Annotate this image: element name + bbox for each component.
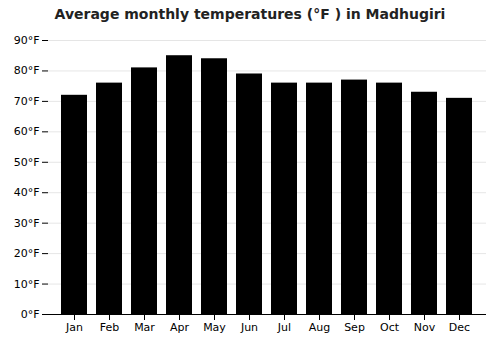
svg-text:May: May <box>203 321 226 334</box>
svg-text:Mar: Mar <box>134 321 155 334</box>
svg-text:60°F: 60°F <box>14 125 40 138</box>
svg-text:80°F: 80°F <box>14 64 40 77</box>
svg-text:Oct: Oct <box>380 321 400 334</box>
svg-text:90°F: 90°F <box>14 34 40 47</box>
svg-text:40°F: 40°F <box>14 186 40 199</box>
svg-text:Apr: Apr <box>170 321 190 334</box>
svg-text:Dec: Dec <box>449 321 470 334</box>
svg-text:20°F: 20°F <box>14 247 40 260</box>
svg-text:Nov: Nov <box>414 321 436 334</box>
svg-text:Aug: Aug <box>309 321 330 334</box>
svg-text:Sep: Sep <box>344 321 365 334</box>
svg-text:30°F: 30°F <box>14 217 40 230</box>
svg-text:50°F: 50°F <box>14 156 40 169</box>
svg-text:Jun: Jun <box>240 321 258 334</box>
svg-text:Jan: Jan <box>65 321 83 334</box>
svg-text:70°F: 70°F <box>14 95 40 108</box>
svg-text:Jul: Jul <box>277 321 291 334</box>
svg-text:10°F: 10°F <box>14 278 40 291</box>
svg-text:0°F: 0°F <box>21 308 40 321</box>
html-text:Average monthly temperatures (: Average monthly temperatures (°F ) in Ma… <box>54 6 446 22</box>
svg-text:Feb: Feb <box>100 321 119 334</box>
